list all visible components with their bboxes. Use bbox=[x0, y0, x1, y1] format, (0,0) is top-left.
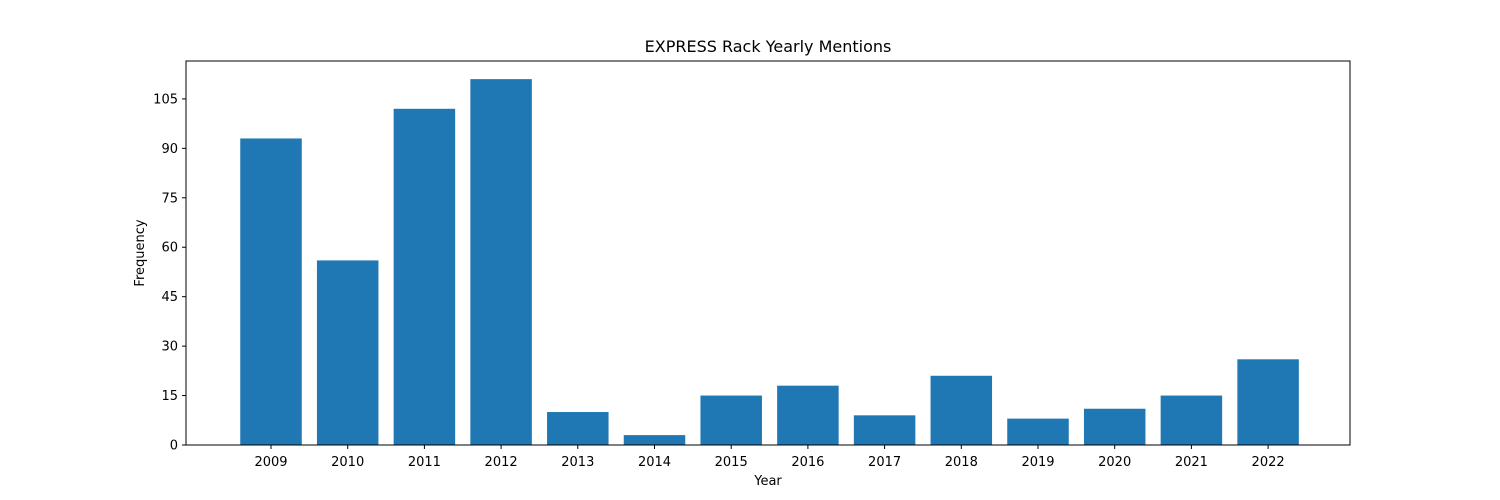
x-tick-label-2016: 2016 bbox=[791, 455, 824, 470]
x-tick-label-2019: 2019 bbox=[1021, 455, 1054, 470]
y-tick-label-15: 15 bbox=[161, 389, 178, 404]
x-tick-label-2021: 2021 bbox=[1175, 455, 1208, 470]
bar-2020 bbox=[1083, 408, 1146, 445]
x-tick-label-2013: 2013 bbox=[561, 455, 594, 470]
x-tick-label-2018: 2018 bbox=[945, 455, 978, 470]
bar-2013 bbox=[547, 412, 609, 445]
y-tick-label-45: 45 bbox=[161, 290, 178, 305]
x-tick-label-2010: 2010 bbox=[331, 455, 364, 470]
x-tick-label-2012: 2012 bbox=[485, 455, 518, 470]
x-tick-label-2015: 2015 bbox=[715, 455, 748, 470]
y-tick-label-60: 60 bbox=[161, 241, 178, 256]
y-tick-label-0: 0 bbox=[170, 439, 178, 454]
bar-2009 bbox=[240, 138, 302, 445]
bar-2011 bbox=[393, 108, 456, 445]
x-tick-label-2009: 2009 bbox=[254, 455, 287, 470]
bar-2014 bbox=[623, 435, 686, 445]
y-tick-label-30: 30 bbox=[161, 340, 178, 355]
x-axis-title: Year bbox=[753, 474, 782, 489]
y-tick-label-90: 90 bbox=[161, 142, 178, 157]
bar-2021 bbox=[1160, 395, 1223, 445]
x-tick-label-2017: 2017 bbox=[868, 455, 901, 470]
bar-2010 bbox=[316, 260, 379, 445]
y-tick-label-75: 75 bbox=[161, 191, 178, 206]
x-tick-label-2022: 2022 bbox=[1252, 455, 1285, 470]
bar-2022 bbox=[1237, 359, 1299, 445]
bar-2016 bbox=[777, 385, 839, 445]
x-tick-label-2020: 2020 bbox=[1098, 455, 1131, 470]
bar-2012 bbox=[470, 79, 532, 445]
y-tick-label-105: 105 bbox=[153, 92, 178, 107]
bar-2017 bbox=[853, 415, 916, 445]
x-tick-label-2014: 2014 bbox=[638, 455, 671, 470]
plot-area: 2009 2010 2011 2012 2013 2014 2015 2016 2017 2018… bbox=[153, 60, 1351, 470]
chart-title: EXPRESS Rack Yearly Mentions bbox=[645, 37, 892, 56]
bar-2019 bbox=[1007, 418, 1069, 445]
axes-frame bbox=[185, 60, 1351, 446]
bar-2015 bbox=[700, 395, 762, 445]
x-tick-label-2011: 2011 bbox=[408, 455, 441, 470]
y-axis-title: Frequency bbox=[133, 219, 148, 286]
bar-2018 bbox=[930, 375, 993, 445]
